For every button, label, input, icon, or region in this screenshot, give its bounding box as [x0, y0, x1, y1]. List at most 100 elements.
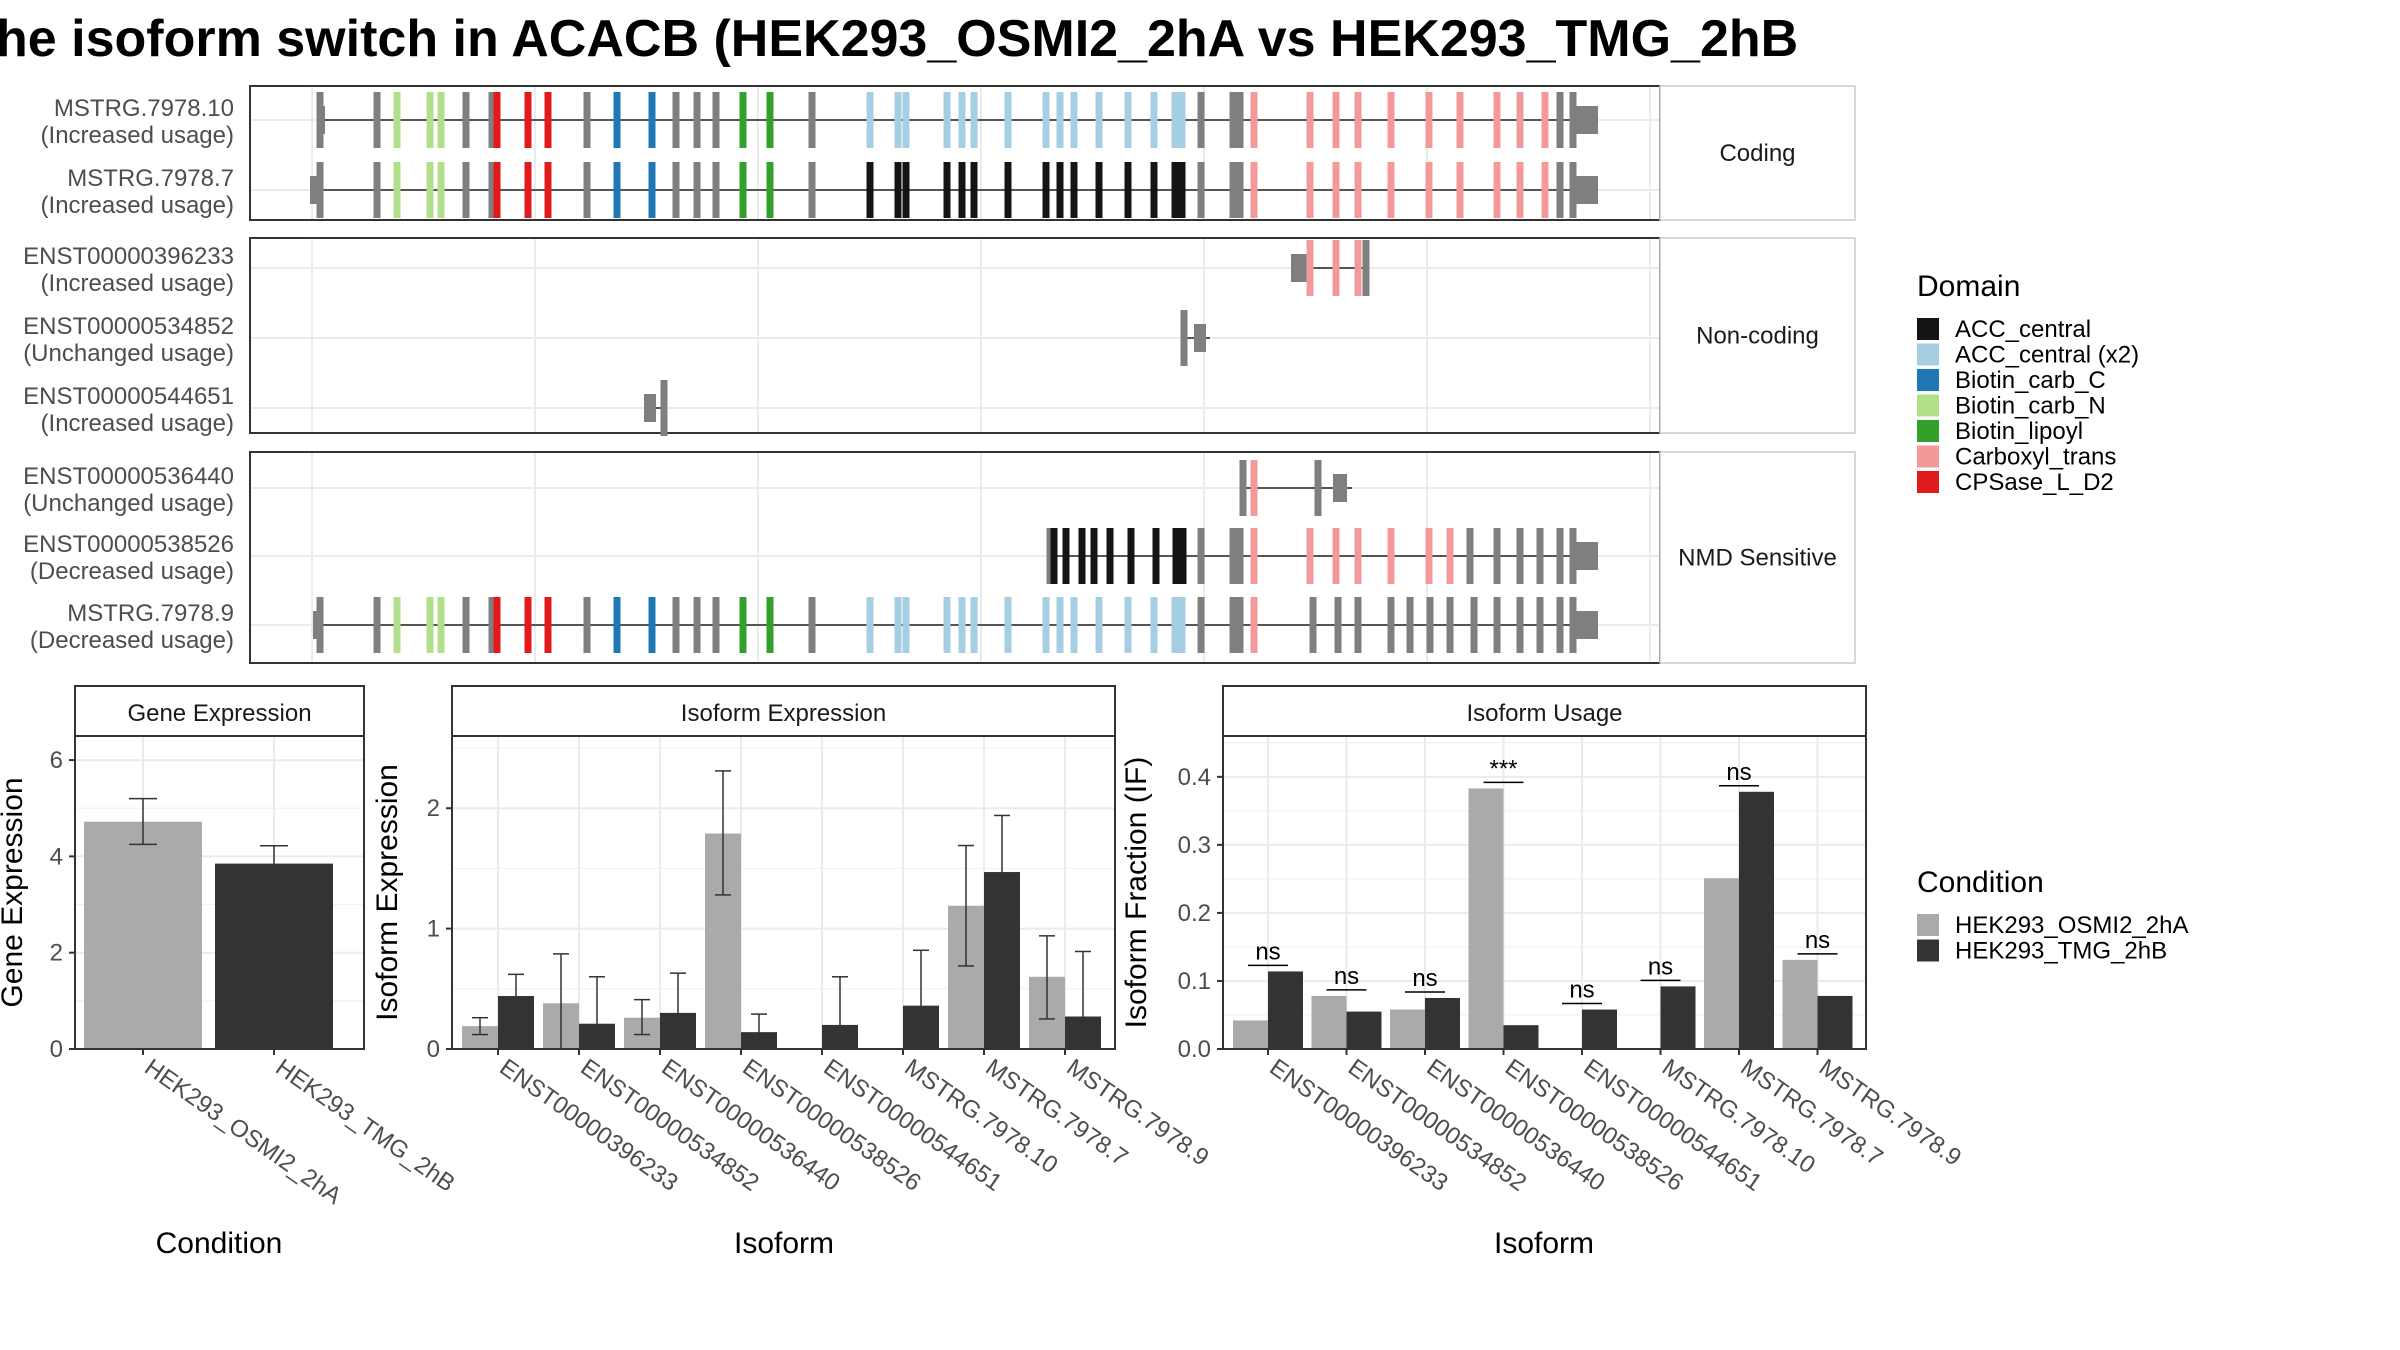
exon-block [1536, 528, 1544, 584]
isoform-name: ENST00000534852 [23, 313, 234, 340]
exon-block [426, 597, 434, 653]
y-tick-label: 6 [50, 747, 63, 774]
exon-block [1446, 597, 1454, 653]
legend-swatch [1917, 343, 1939, 366]
y-tick-label: 2 [50, 940, 63, 967]
isoform-usage: (Decreased usage) [30, 627, 234, 654]
exon-block [1042, 162, 1050, 218]
exon-block [1332, 92, 1340, 148]
exon-block [488, 597, 496, 653]
significance-label: ns [1412, 965, 1437, 992]
exon-block [648, 597, 656, 653]
bar [1390, 1009, 1425, 1049]
exon-block [1493, 92, 1501, 148]
exon-block [1306, 92, 1314, 148]
exon-block [613, 597, 621, 653]
bar [1311, 995, 1347, 1049]
y-tick-label: 0.0 [1178, 1036, 1211, 1063]
exon-block [1178, 162, 1186, 218]
bar [1346, 1011, 1382, 1049]
exon-block [1004, 162, 1012, 218]
exon-block [1569, 92, 1577, 148]
exon-block [316, 92, 324, 148]
exon-block [1172, 528, 1180, 584]
exon-block [524, 597, 532, 653]
exon-block [970, 162, 978, 218]
exon-block [1250, 162, 1258, 218]
bar [1503, 1025, 1539, 1049]
y-tick-label: 1 [427, 916, 440, 943]
exon-block [544, 92, 552, 148]
y-tick-label: 0 [427, 1036, 440, 1063]
strip-label: Non-coding [1696, 323, 1819, 350]
exon-block [1556, 92, 1564, 148]
exon-block [493, 597, 501, 653]
legend-swatch [1917, 394, 1939, 417]
exon-block [1387, 528, 1395, 584]
exon-block [1070, 92, 1078, 148]
exon-block [1456, 92, 1464, 148]
exon-block [462, 92, 470, 148]
significance-label: ns [1726, 759, 1751, 786]
utr-exon [1574, 611, 1598, 639]
exon-block [1516, 597, 1524, 653]
significance-label: ns [1334, 963, 1359, 990]
exon-block [1425, 162, 1433, 218]
exon-block [1493, 597, 1501, 653]
strip-box [451, 685, 1116, 737]
exon-block [1387, 92, 1395, 148]
exon-block [1493, 162, 1501, 218]
legend-swatch [1917, 369, 1939, 391]
isoform-usage: (Increased usage) [41, 122, 234, 149]
exon-block [1178, 92, 1186, 148]
exon-block [739, 162, 747, 218]
strip-box [1659, 451, 1856, 664]
exon-block [712, 597, 720, 653]
exon-block [1306, 162, 1314, 218]
y-axis-title: Gene Expression [0, 777, 29, 1007]
bar [1582, 1009, 1617, 1049]
exon-block [766, 92, 774, 148]
exon-block [1197, 597, 1205, 653]
legend-swatch [1917, 420, 1939, 442]
exon-block [1152, 528, 1160, 584]
exon-block [1229, 162, 1237, 218]
exon-block [1171, 162, 1179, 218]
exon-block [902, 92, 910, 148]
exon-block [648, 92, 656, 148]
exon-block [1197, 528, 1205, 584]
exon-block [1229, 528, 1237, 584]
exon-block [660, 380, 668, 436]
x-axis-title: Condition [156, 1227, 283, 1260]
exon-block [1309, 597, 1317, 653]
exon-block [648, 162, 656, 218]
isoform-name: MSTRG.7978.10 [54, 95, 234, 122]
exon-block [1354, 162, 1362, 218]
strip-box [74, 685, 365, 737]
domain-legend-title: Domain [1917, 270, 2020, 303]
bar [1233, 1020, 1268, 1049]
isoform-usage: (Unchanged usage) [23, 490, 234, 517]
chart-panel: Gene Expression0246HEK293_OSMI2_2hAHEK29… [0, 685, 460, 1260]
exon-block [1569, 528, 1577, 584]
x-axis-title: Isoform [1494, 1227, 1594, 1260]
panel-title: Isoform Usage [1466, 700, 1622, 727]
exon-block [693, 597, 701, 653]
isoform-name: MSTRG.7978.7 [67, 165, 234, 192]
isoform-name: ENST00000544651 [23, 383, 234, 410]
utr-exon [1574, 106, 1598, 134]
exon-block [1569, 162, 1577, 218]
exon-block [426, 162, 434, 218]
exon-block [488, 92, 496, 148]
exon-block [1106, 528, 1114, 584]
exon-block [1306, 528, 1314, 584]
exon-block [462, 597, 470, 653]
y-tick-label: 2 [427, 795, 440, 822]
structure-panel-background [250, 238, 1660, 433]
exon-block [902, 162, 910, 218]
exon-block [693, 162, 701, 218]
exon-block [437, 92, 445, 148]
utr-exon [1291, 254, 1307, 282]
x-axis-title: Isoform [734, 1227, 834, 1260]
exon-block [316, 162, 324, 218]
